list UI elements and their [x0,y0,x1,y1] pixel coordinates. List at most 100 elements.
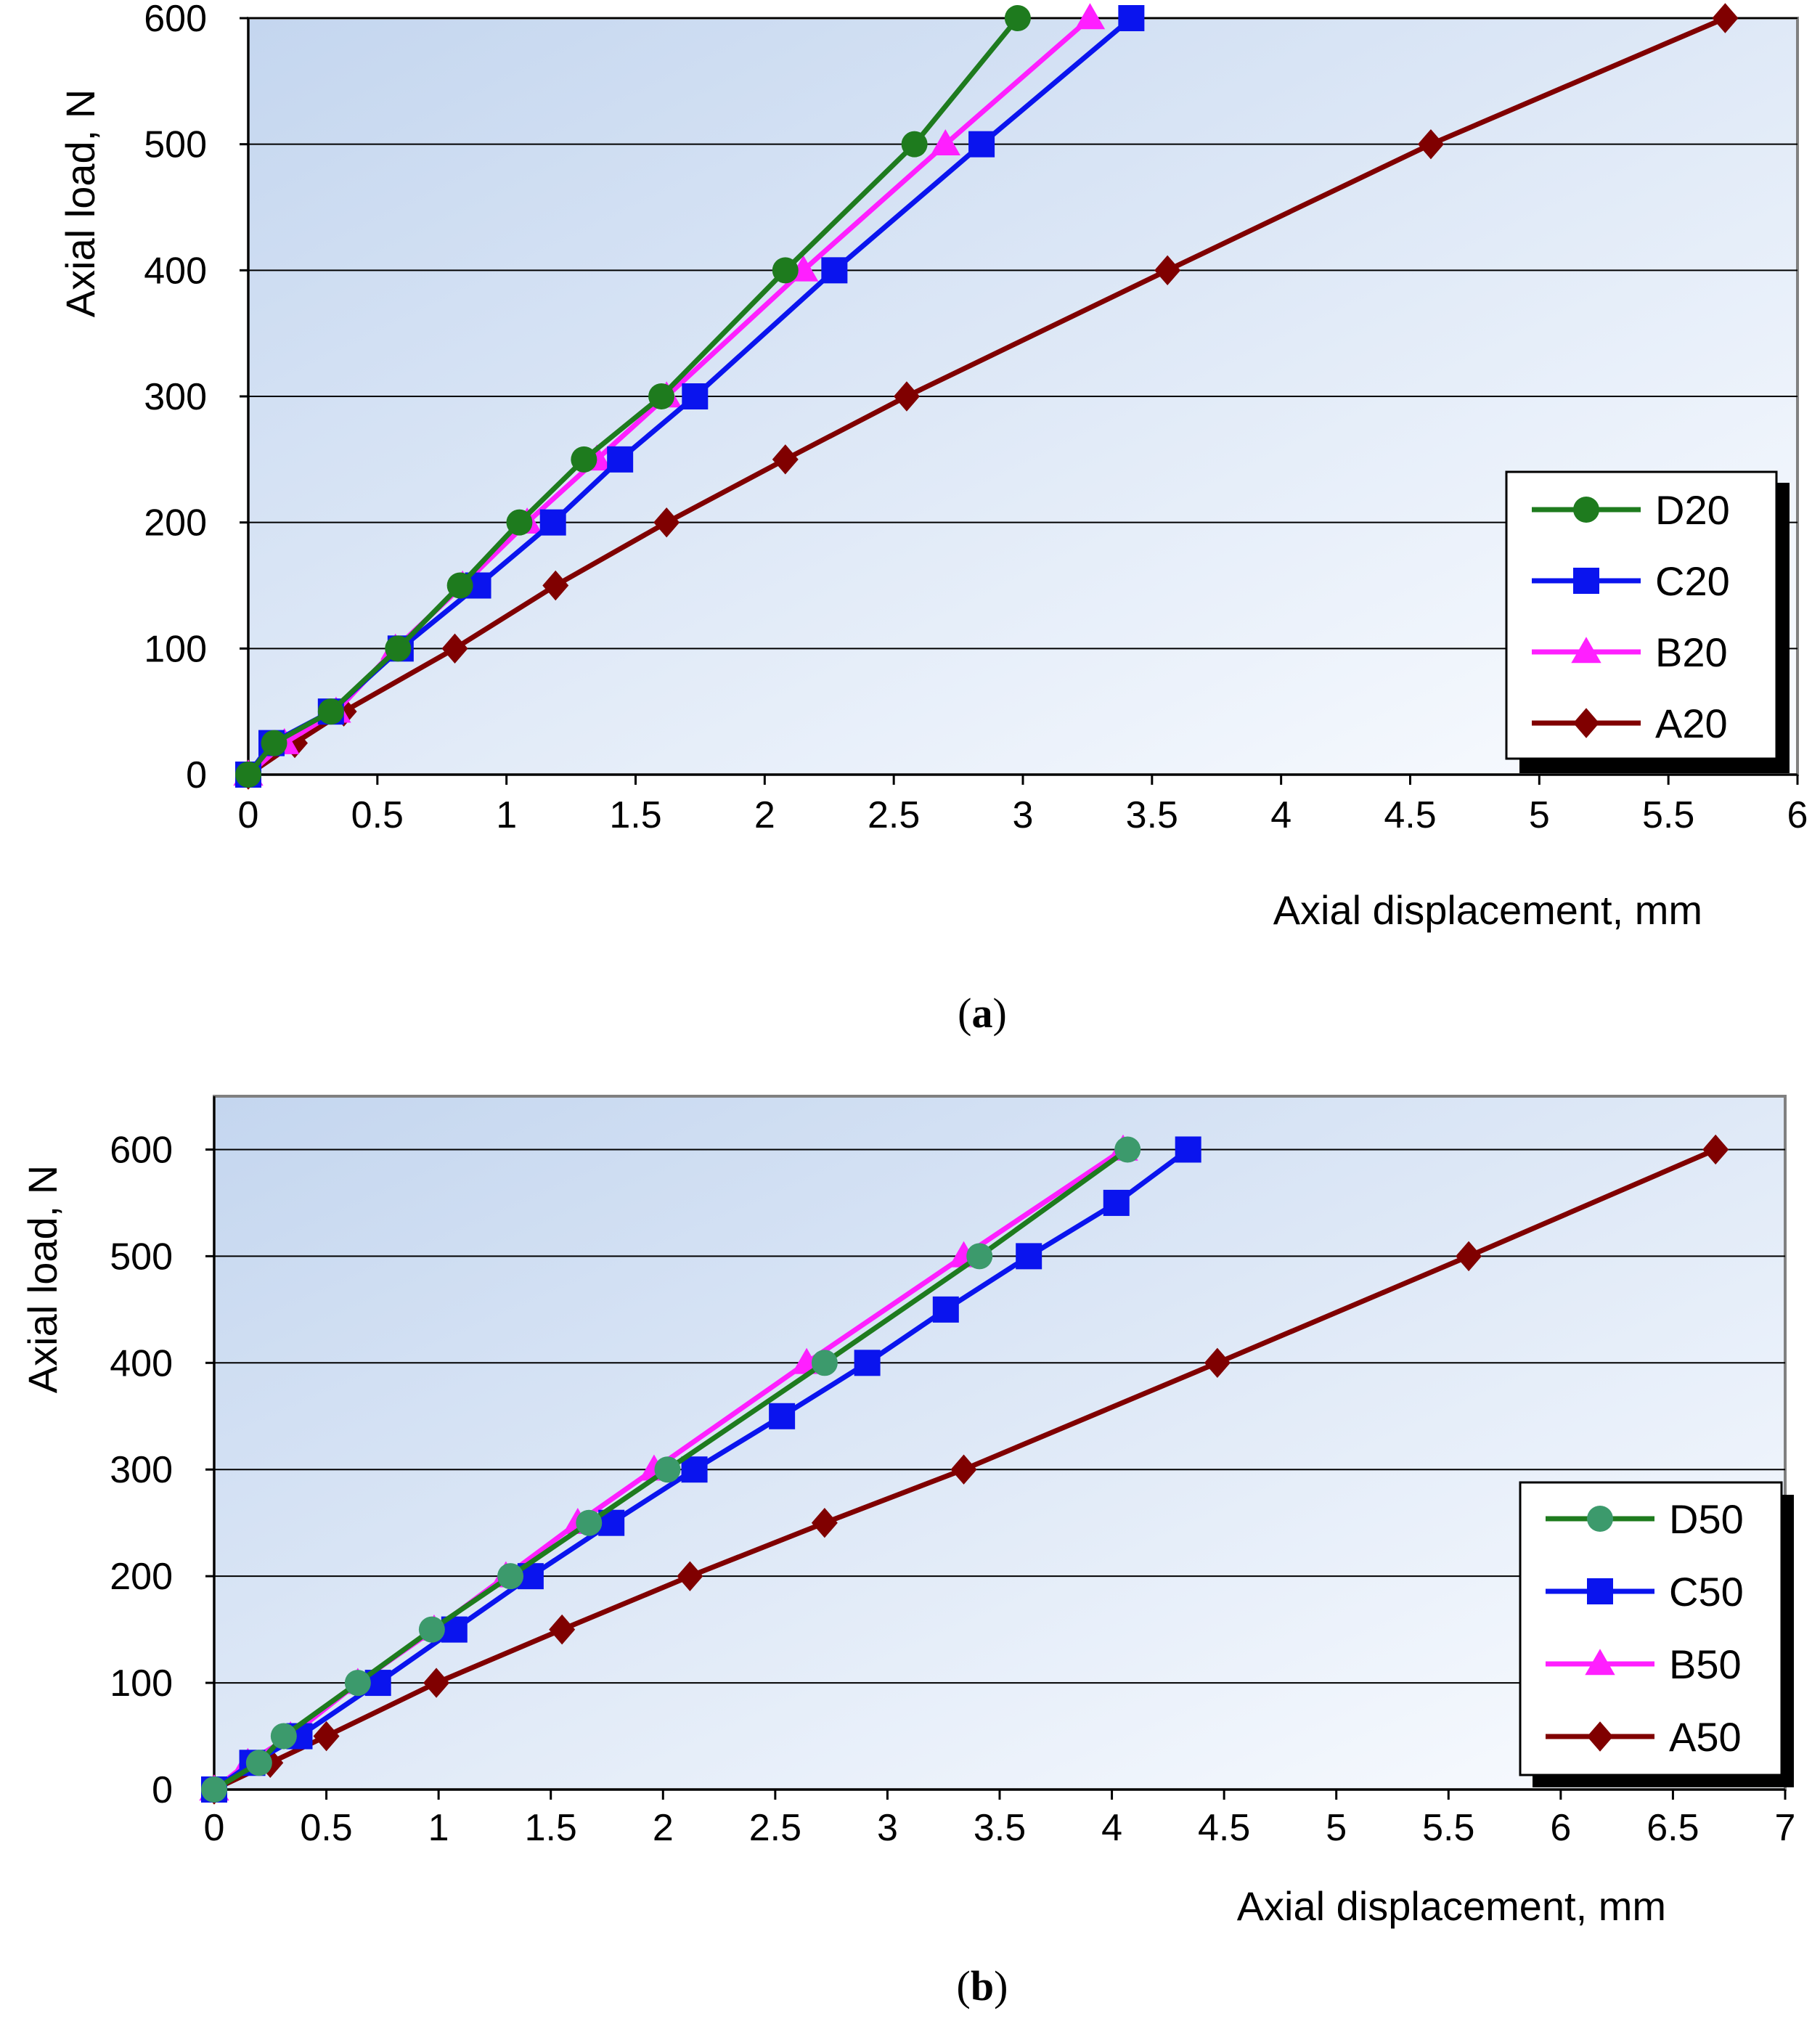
y-tick-label: 500 [144,124,207,166]
x-tick-label: 3.5 [974,1807,1026,1849]
x-tick-label: 4 [1270,794,1291,836]
data-point [966,1243,993,1270]
legend-label: C20 [1655,558,1730,604]
x-ticks: 0 0.5 1 1.5 2 2.5 3 3.5 4 4.5 5 5.5 6 [238,775,1808,836]
y-tick-label: 600 [144,0,207,40]
grid-lines [214,1148,1785,1684]
data-point [607,446,634,473]
y-tick-label: 100 [144,628,207,670]
legend-items: D50 C50 B50 A50 [1546,1496,1744,1760]
legend-label: A20 [1655,701,1728,746]
x-tick-label: 4.5 [1384,794,1436,836]
x-tick-label: 6 [1787,794,1808,836]
data-point [968,131,995,158]
legend-label: D20 [1655,487,1730,533]
legend-items: D20 C20 B20 A20 [1532,487,1730,746]
x-tick-label: 1.5 [609,794,661,836]
x-tick-label: 5.5 [1642,794,1694,836]
legend-item: B20 [1532,629,1728,675]
x-tick-label: 2 [754,794,775,836]
data-point [441,633,468,664]
data-point [235,762,261,788]
data-point [261,730,287,756]
data-point [950,1454,977,1485]
legend-marker [1587,1506,1613,1532]
legend-marker [1573,568,1599,594]
series-D50 [201,1136,1141,1803]
y-tick-label: 200 [110,1556,173,1598]
data-point [446,572,473,599]
series-D20 [235,5,1031,788]
data-point [270,1723,297,1750]
x-tick-label: 4.5 [1198,1807,1250,1849]
x-tick-label: 0.5 [351,794,404,836]
legend-label: B20 [1655,629,1728,675]
legend-item: D50 [1546,1496,1744,1542]
series-line [212,1147,1190,1792]
data-point [811,1507,838,1538]
x-tick-label: 6.5 [1646,1807,1699,1849]
y-tick-label: 200 [144,502,207,544]
x-tick-label: 1 [428,1807,449,1849]
y-tick-label: 0 [152,1769,173,1811]
panel-caption: (a) [958,989,1007,1037]
data-point [821,257,848,284]
legend-marker [1573,708,1599,738]
data-point [497,1563,524,1590]
y-ticks: 0 100 200 300 400 500 600 [144,0,248,796]
data-point [344,1670,371,1697]
x-tick-label: 1.5 [525,1807,577,1849]
data-point [1004,5,1031,31]
data-point [539,509,566,536]
legend: D20 C20 B20 A20 [1505,470,1790,773]
y-tick-label: 500 [110,1236,173,1278]
legend-box [1519,1481,1783,1776]
legend-item: A20 [1532,701,1728,746]
y-tick-label: 400 [144,250,207,292]
x-tick-label: 5 [1326,1807,1347,1849]
panel-label: b [971,1962,994,2009]
data-point [648,383,675,409]
panel-caption: (b) [957,1962,1008,2009]
x-tick-label: 0 [238,794,259,836]
x-tick-label: 5.5 [1422,1807,1474,1849]
x-ticks: 0 0.5 1 1.5 2 2.5 3 3.5 4 4.5 5 5.5 6 6.5 7 [204,1790,1795,1849]
legend-box [1505,470,1778,760]
x-tick-label: 0.5 [300,1807,352,1849]
data-point [1118,5,1145,31]
y-axis-title: Axial load, N [57,89,103,317]
series-group [233,3,1739,790]
data-point [549,1614,576,1645]
y-tick-label: 300 [110,1449,173,1491]
data-point [654,1456,681,1483]
x-tick-label: 1 [496,794,517,836]
data-point [1702,1134,1729,1165]
x-tick-label: 0 [204,1807,225,1849]
data-point [423,1668,450,1698]
legend-marker [1587,1578,1613,1604]
legend-label: C50 [1669,1569,1744,1615]
x-tick-label: 2.5 [749,1807,801,1849]
x-tick-label: 2 [653,1807,674,1849]
legend-marker [1573,497,1599,523]
data-point [772,257,799,284]
data-point [1175,1136,1201,1163]
data-point [854,1350,881,1376]
data-point [677,1561,703,1591]
y-tick-label: 300 [144,376,207,418]
x-axis-title: Axial displacement, mm [1273,887,1702,933]
data-point [1154,255,1181,286]
x-tick-label: 2.5 [868,794,920,836]
legend-marker [1587,1721,1613,1752]
legend-marker [1585,1649,1615,1676]
panel-label: a [972,989,993,1037]
data-point [1103,1189,1130,1216]
legend-label: D50 [1669,1496,1744,1542]
data-point [932,1296,959,1323]
data-point [901,131,928,158]
chart-b: 0 0.5 1 1.5 2 2.5 3 3.5 4 4.5 5 5.5 6 6.5 7 0 100 200 300… [20,1095,1795,2009]
data-point [317,698,344,725]
legend-item: C50 [1546,1569,1744,1615]
y-tick-label: 600 [110,1129,173,1171]
